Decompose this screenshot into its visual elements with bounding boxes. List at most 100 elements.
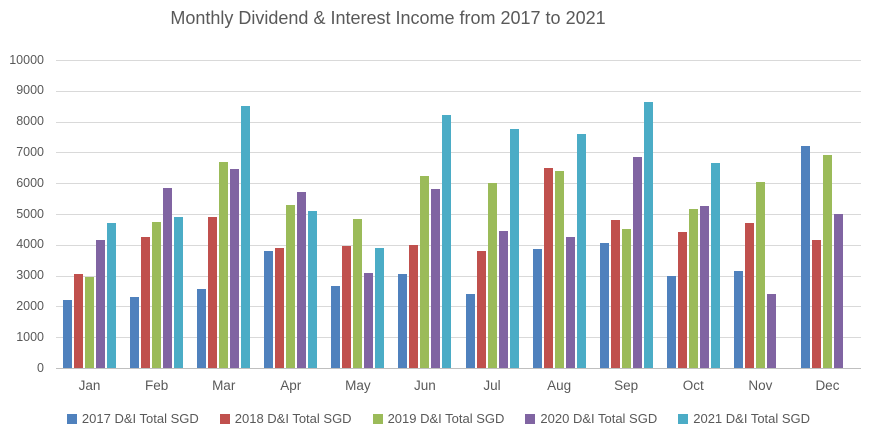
bar-2021-aug bbox=[576, 133, 586, 368]
bar-2019-oct bbox=[688, 209, 698, 368]
x-axis-tick-label: Apr bbox=[280, 378, 302, 393]
bar-2021-mar bbox=[241, 106, 251, 368]
bar-2017-dec bbox=[800, 146, 810, 368]
y-axis-tick-label: 0 bbox=[37, 360, 44, 375]
bar-2020-mar bbox=[230, 169, 240, 368]
bar-2018-jan bbox=[74, 274, 84, 368]
gridline bbox=[56, 152, 861, 154]
y-axis-tick-label: 8000 bbox=[16, 114, 44, 129]
bar-2017-sep bbox=[599, 243, 609, 368]
y-axis-tick-label: 9000 bbox=[16, 83, 44, 98]
x-axis-tick-label: Jun bbox=[414, 378, 436, 393]
bar-2019-sep bbox=[621, 229, 631, 368]
x-axis-tick-label: Dec bbox=[815, 378, 840, 393]
legend-label: 2020 D&I Total SGD bbox=[540, 411, 658, 426]
bar-2021-jan bbox=[107, 223, 117, 368]
legend-item-2020: 2020 D&I Total SGD bbox=[525, 411, 657, 426]
legend-swatch-icon bbox=[678, 413, 689, 424]
gridline bbox=[56, 121, 861, 123]
gridline bbox=[56, 337, 861, 339]
legend-item-2018: 2018 D&I Total SGD bbox=[219, 411, 352, 426]
x-axis-tick-label: Feb bbox=[144, 378, 169, 393]
gridline bbox=[56, 60, 861, 61]
bar-2017-jan bbox=[63, 300, 73, 368]
x-axis-tick-label: Aug bbox=[547, 378, 572, 393]
gridline bbox=[56, 306, 861, 308]
y-axis-tick-label: 2000 bbox=[16, 298, 44, 313]
gridline bbox=[56, 275, 861, 277]
bar-2020-apr bbox=[297, 192, 307, 368]
bar-2018-jun bbox=[409, 244, 419, 368]
bar-2021-feb bbox=[174, 217, 184, 368]
bar-2021-jun bbox=[442, 115, 452, 368]
bar-2021-jul bbox=[509, 129, 519, 368]
bar-2020-jan bbox=[96, 240, 106, 368]
bar-2020-aug bbox=[565, 237, 575, 368]
y-axis-tick-label: 1000 bbox=[16, 329, 44, 344]
bar-2018-apr bbox=[275, 247, 285, 368]
y-axis-tick-label: 3000 bbox=[16, 268, 44, 283]
x-axis-tick-label: Nov bbox=[748, 378, 773, 393]
gridline bbox=[56, 214, 861, 215]
legend-swatch-icon bbox=[525, 413, 536, 424]
bar-2020-jul bbox=[498, 230, 508, 368]
legend-swatch-icon bbox=[219, 413, 230, 424]
bar-2018-nov bbox=[744, 223, 754, 368]
bar-2019-nov bbox=[755, 181, 765, 368]
bar-2019-may bbox=[353, 218, 363, 368]
bar-2018-aug bbox=[543, 167, 553, 368]
bar-2018-sep bbox=[610, 220, 620, 368]
x-axis-tick-label: Oct bbox=[682, 378, 704, 393]
bar-2018-feb bbox=[141, 237, 151, 368]
bar-2020-sep bbox=[632, 157, 642, 368]
bar-2019-feb bbox=[152, 221, 162, 368]
x-axis-tick-label: Jul bbox=[483, 378, 501, 393]
legend-item-2021: 2021 D&I Total SGD bbox=[678, 411, 810, 426]
x-axis-tick-label: Mar bbox=[212, 378, 236, 393]
legend-label: 2017 D&I Total SGD bbox=[81, 411, 199, 426]
gridline bbox=[56, 183, 861, 185]
chart-title: Monthly Dividend & Interest Income from … bbox=[170, 8, 606, 28]
bar-2020-nov bbox=[766, 294, 776, 368]
bar-2018-jul bbox=[476, 250, 486, 368]
legend-item-2019: 2019 D&I Total SGD bbox=[372, 411, 505, 426]
x-axis-tick-label: May bbox=[345, 378, 371, 393]
bar-2020-jun bbox=[431, 189, 441, 368]
bar-2018-dec bbox=[811, 240, 821, 368]
legend: 2017 D&I Total SGD 2018 D&I Total SGD 2019… bbox=[0, 411, 877, 426]
x-axis-line bbox=[56, 368, 861, 369]
bar-2020-may bbox=[364, 272, 374, 368]
y-axis-tick-label: 4000 bbox=[16, 237, 44, 252]
bar-2019-dec bbox=[822, 155, 832, 368]
bar-2018-mar bbox=[208, 217, 218, 368]
bar-2019-aug bbox=[554, 170, 564, 368]
x-axis-tick-label: Sep bbox=[614, 378, 639, 393]
bar-2018-oct bbox=[677, 232, 687, 368]
x-axis-tick-label: Jan bbox=[78, 378, 101, 393]
bar-2021-apr bbox=[308, 210, 318, 368]
legend-item-2017: 2017 D&I Total SGD bbox=[66, 411, 199, 426]
bar-2017-mar bbox=[197, 289, 207, 368]
bar-2017-aug bbox=[532, 249, 542, 368]
bar-2017-oct bbox=[666, 275, 676, 368]
legend-swatch-icon bbox=[66, 413, 77, 424]
gridline bbox=[56, 244, 861, 246]
y-axis-tick-label: 6000 bbox=[16, 175, 44, 190]
bar-2019-mar bbox=[219, 161, 229, 368]
bar-2017-nov bbox=[733, 270, 743, 368]
bar-2021-may bbox=[375, 247, 385, 368]
bar-2020-oct bbox=[699, 206, 709, 368]
legend-label: 2018 D&I Total SGD bbox=[234, 411, 352, 426]
bar-2019-jul bbox=[487, 183, 497, 368]
bar-2019-apr bbox=[286, 204, 296, 368]
gridline bbox=[56, 90, 861, 92]
bar-2019-jan bbox=[85, 277, 95, 368]
legend-label: 2019 D&I Total SGD bbox=[387, 411, 505, 426]
bar-2017-jul bbox=[465, 294, 475, 368]
bar-2017-apr bbox=[264, 250, 274, 368]
y-axis-tick-label: 10000 bbox=[9, 52, 44, 67]
bar-2019-jun bbox=[420, 175, 430, 368]
bar-2018-may bbox=[342, 246, 352, 368]
legend-swatch-icon bbox=[372, 413, 383, 424]
